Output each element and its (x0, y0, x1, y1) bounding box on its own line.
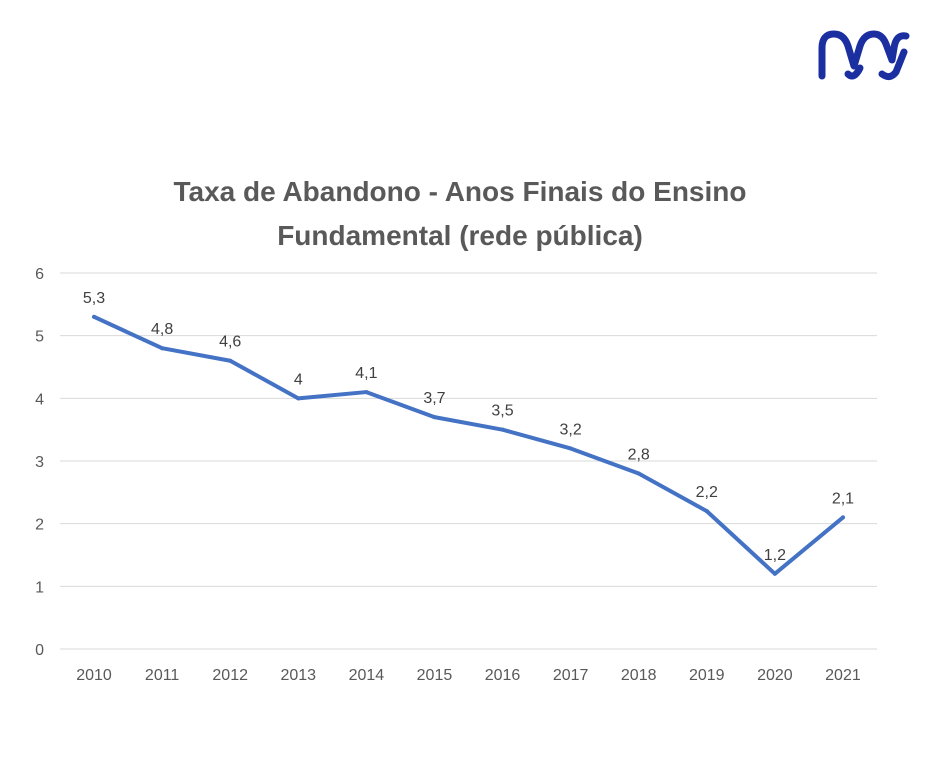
y-tick-label: 1 (35, 579, 44, 596)
x-tick-label: 2010 (76, 667, 112, 684)
data-point (704, 509, 709, 514)
data-label: 4,8 (151, 321, 173, 338)
data-label: 3,5 (491, 403, 513, 420)
data-point (772, 571, 777, 576)
y-tick-label: 3 (35, 454, 44, 471)
data-label: 2,2 (696, 484, 718, 501)
data-point (636, 471, 641, 476)
y-axis-ticks: 0 1 2 3 4 5 6 (35, 266, 44, 659)
data-label: 3,2 (560, 421, 582, 438)
y-tick-label: 0 (35, 642, 44, 659)
data-label: 1,2 (764, 547, 786, 564)
data-label: 4,1 (355, 365, 377, 382)
y-tick-label: 5 (35, 329, 44, 346)
data-labels: 5,3 4,8 4,6 4 4,1 3,7 3,5 3,2 2,8 2,2 1,2 2,1 (83, 290, 854, 564)
x-tick-label: 2021 (825, 667, 861, 684)
series-line (92, 314, 845, 576)
data-point (160, 346, 165, 351)
chart-title-line-1: Taxa de Abandono - Anos Finais do Ensino (173, 176, 747, 207)
x-tick-label: 2012 (212, 667, 248, 684)
data-point (364, 390, 369, 395)
x-tick-label: 2011 (145, 667, 180, 684)
x-tick-label: 2016 (485, 667, 521, 684)
x-axis-ticks: 2010 2011 2012 2013 2014 2015 2016 2017 2018 2019… (76, 667, 861, 684)
x-tick-label: 2017 (553, 667, 589, 684)
data-label: 3,7 (423, 390, 445, 407)
x-tick-label: 2014 (349, 667, 385, 684)
data-label: 4,6 (219, 334, 241, 351)
data-label: 5,3 (83, 290, 105, 307)
data-label: 2,8 (628, 447, 650, 464)
data-point (228, 358, 233, 363)
x-tick-label: 2013 (280, 667, 316, 684)
data-point (92, 314, 97, 319)
x-tick-label: 2019 (689, 667, 725, 684)
series-group (92, 314, 845, 576)
chart-title-line-2: Fundamental (rede pública) (277, 220, 643, 251)
x-tick-label: 2015 (417, 667, 453, 684)
gridlines (60, 272, 877, 650)
chart-title: Taxa de Abandono - Anos Finais do Ensino… (60, 170, 860, 258)
brand-logo-icon (818, 30, 910, 81)
x-tick-label: 2020 (757, 667, 793, 684)
data-point (500, 427, 505, 432)
data-point (568, 446, 573, 451)
data-label: 2,1 (832, 490, 854, 507)
y-tick-label: 2 (35, 517, 44, 534)
data-label: 4 (294, 371, 303, 388)
y-tick-label: 4 (35, 391, 44, 408)
x-tick-label: 2018 (621, 667, 657, 684)
data-point (296, 396, 301, 401)
y-tick-label: 6 (35, 266, 44, 283)
data-point (432, 415, 437, 420)
data-point (840, 515, 845, 520)
